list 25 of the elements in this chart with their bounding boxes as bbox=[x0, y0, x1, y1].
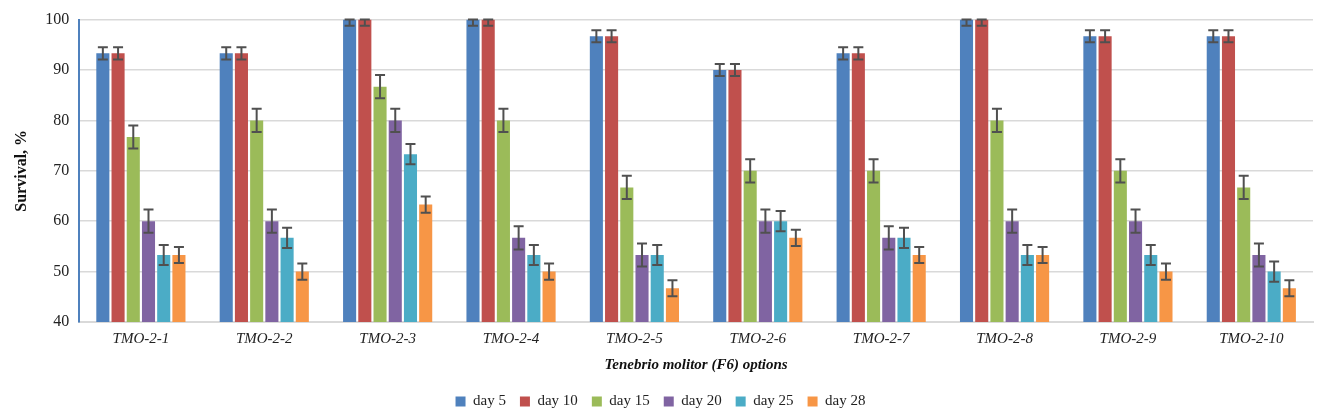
x-tick-label: TMO-2-5 bbox=[606, 329, 664, 346]
x-axis-title: Tenebrio molitor (F6) options bbox=[604, 355, 788, 373]
y-tick-label: 70 bbox=[53, 161, 70, 178]
x-tick-label: TMO-2-9 bbox=[1099, 329, 1157, 346]
legend-label: day 20 bbox=[681, 392, 722, 409]
y-axis-title: Survival, % bbox=[11, 129, 29, 212]
y-tick-label: 60 bbox=[53, 211, 70, 229]
y-tick-label: 100 bbox=[45, 9, 70, 27]
x-tick-label: TMO-2-7 bbox=[852, 329, 911, 346]
x-tick-label: TMO-2-4 bbox=[482, 329, 540, 346]
x-tick-label: TMO-2-10 bbox=[1219, 329, 1284, 346]
legend-label: day 5 bbox=[473, 392, 506, 409]
x-tick-label: TMO-2-1 bbox=[112, 329, 170, 346]
legend-label: day 25 bbox=[753, 392, 794, 409]
y-tick-label: 80 bbox=[53, 110, 70, 128]
y-tick-label: 40 bbox=[53, 312, 70, 330]
y-tick-label: 50 bbox=[53, 261, 70, 279]
x-tick-label: TMO-2-3 bbox=[359, 329, 416, 346]
x-tick-label: TMO-2-6 bbox=[729, 329, 787, 346]
y-tick-label: 90 bbox=[53, 60, 70, 78]
x-tick-label: TMO-2-8 bbox=[976, 329, 1034, 346]
legend-label: day 28 bbox=[825, 392, 866, 409]
legend-label: day 10 bbox=[537, 392, 578, 409]
x-tick-label: TMO-2-2 bbox=[235, 329, 294, 346]
legend-label: day 15 bbox=[609, 392, 650, 409]
